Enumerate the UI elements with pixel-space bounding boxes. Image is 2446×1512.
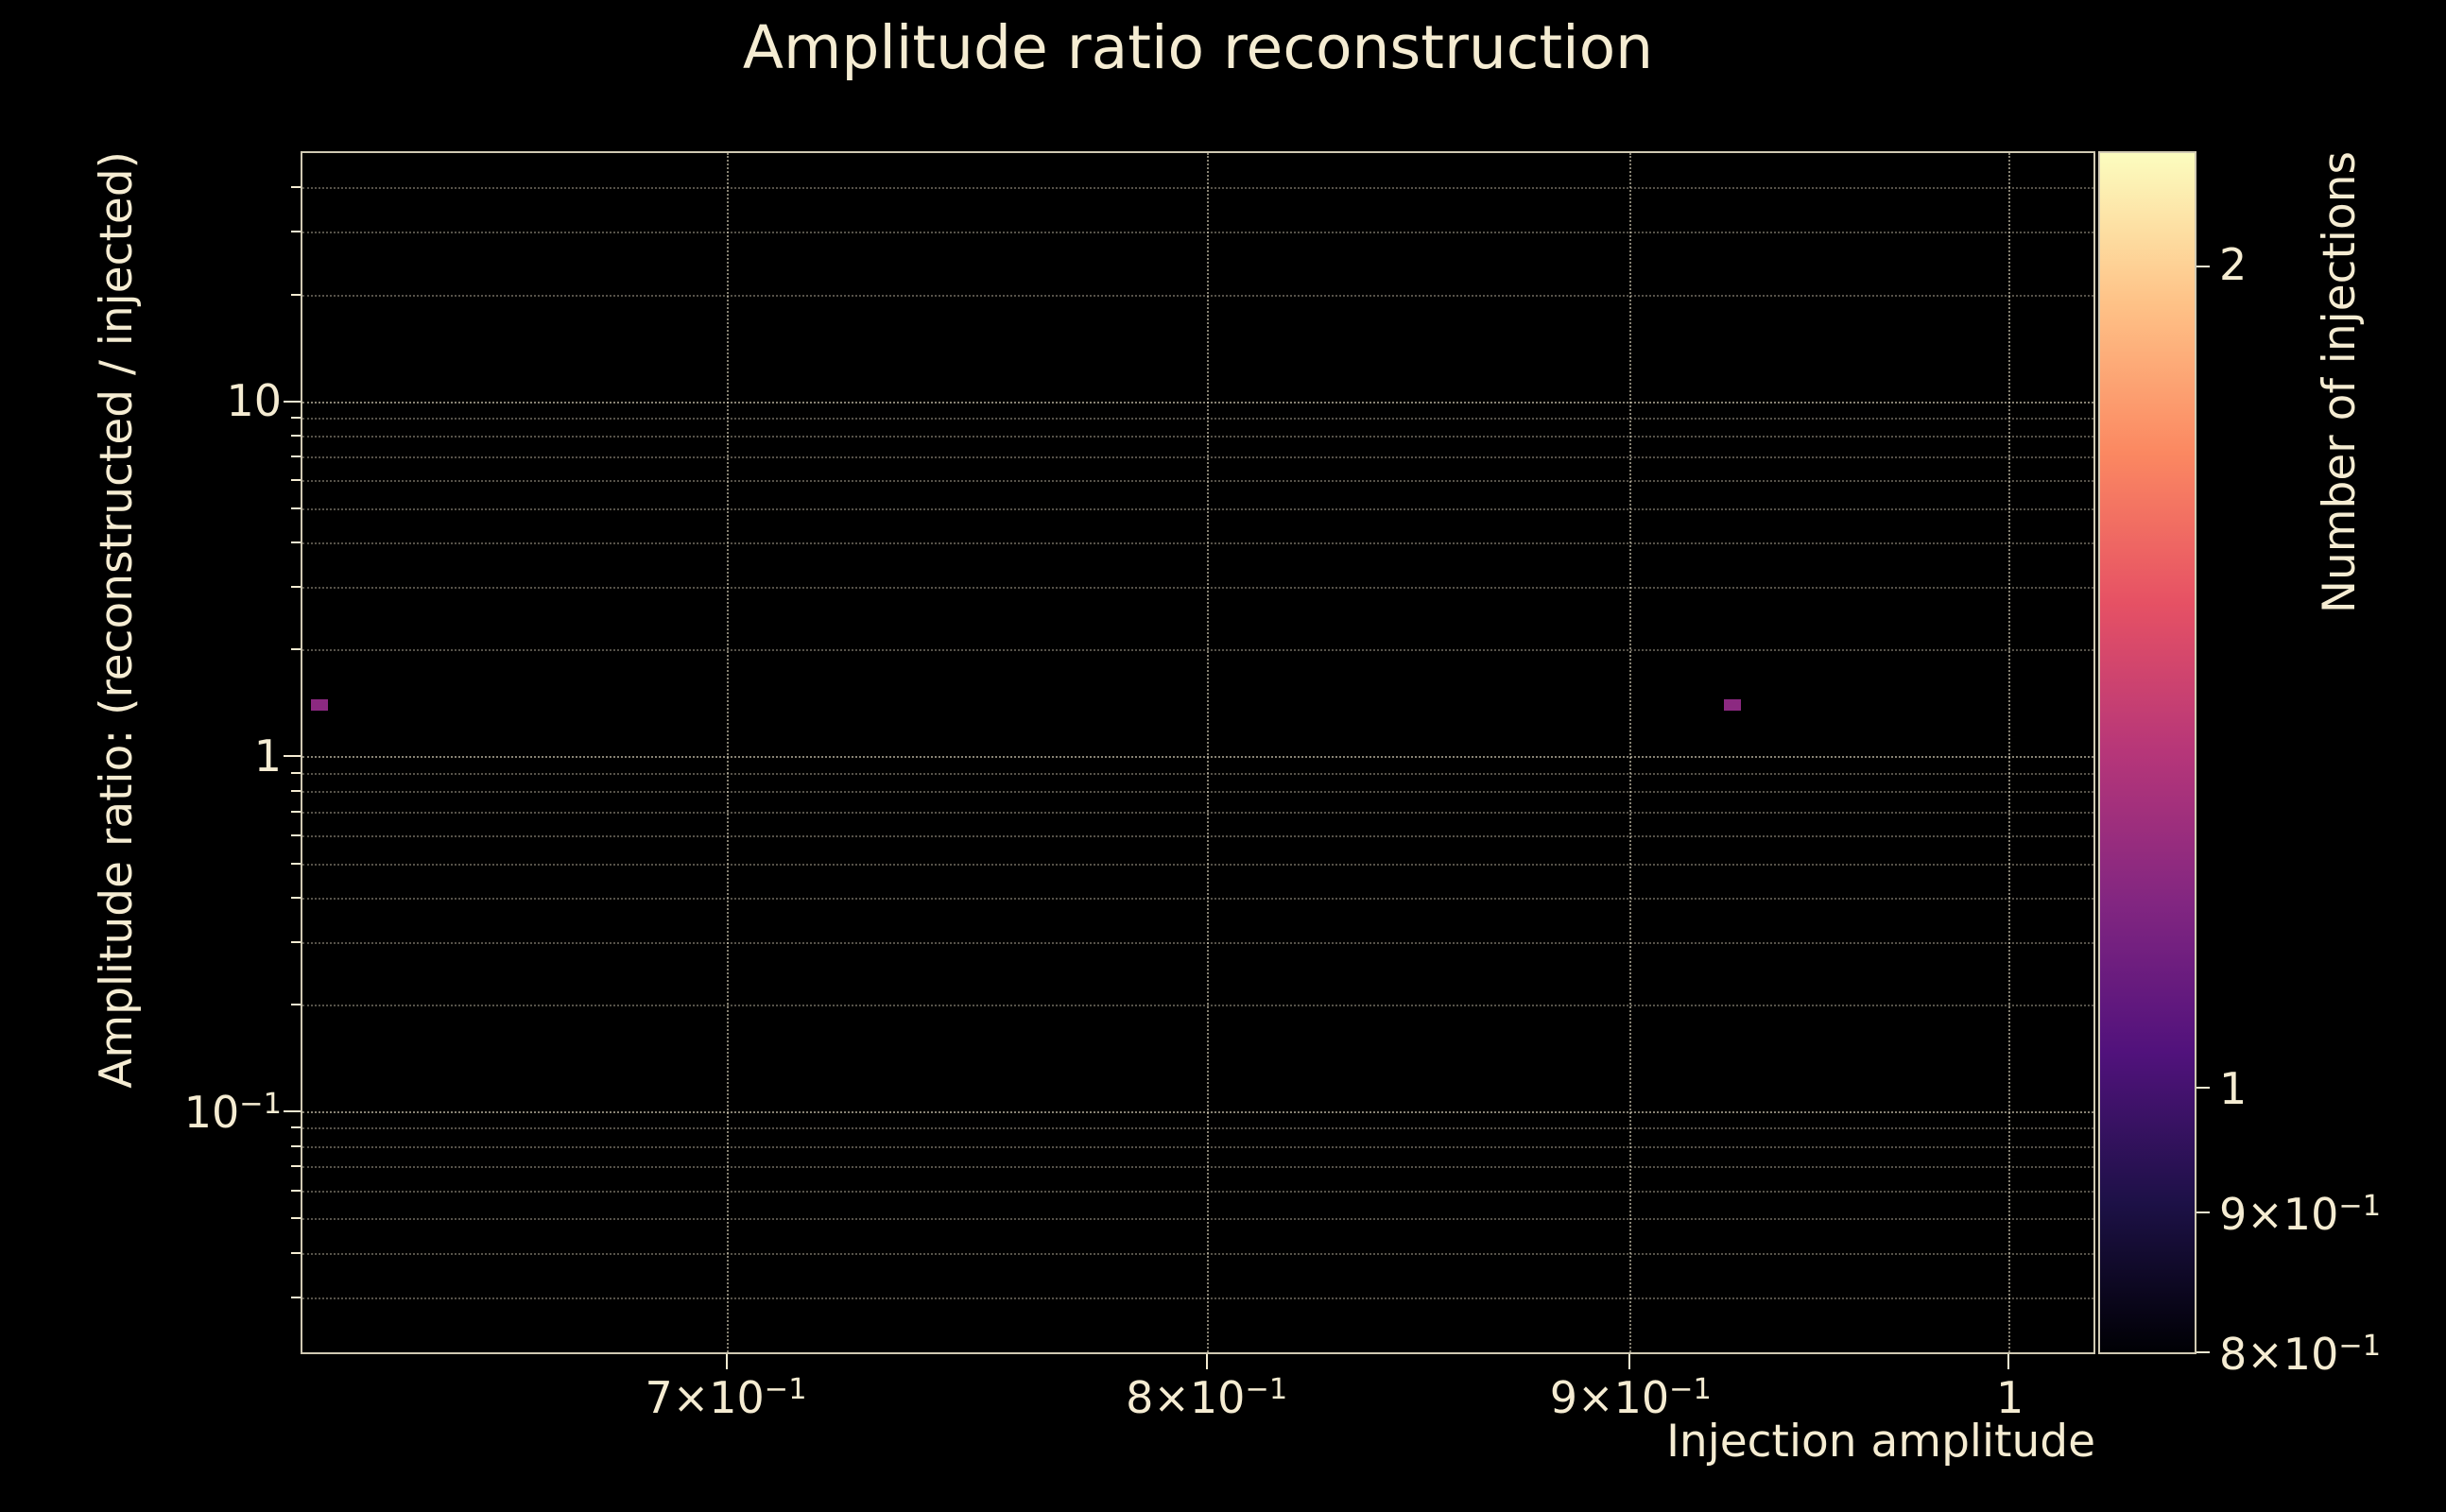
exponent: −1	[239, 1088, 282, 1122]
colorbar-tick-labels: 2 1 9×10−1 8×10−1	[2219, 151, 2441, 1380]
y-axis-tick	[284, 1110, 301, 1113]
exponent: −1	[764, 1372, 807, 1406]
y-axis-tick	[291, 1296, 301, 1298]
y-grid-line	[302, 1166, 2093, 1169]
y-grid-line	[302, 834, 2093, 837]
colorbar-tick-label: 1	[2219, 1063, 2248, 1115]
y-axis-tick	[291, 810, 301, 813]
y-axis-tick	[291, 771, 301, 774]
y-axis-tick-label: 10−1	[183, 1087, 282, 1139]
y-axis-tick	[291, 541, 301, 544]
colorbar	[2098, 151, 2210, 1354]
x-grid-line	[727, 153, 730, 1352]
y-grid-line	[302, 1005, 2093, 1007]
y-axis-tick	[284, 755, 301, 758]
y-grid-line	[302, 811, 2093, 814]
heatmap-cell	[311, 698, 329, 711]
y-grid-line	[302, 1297, 2093, 1299]
colorbar-label: Number of injections	[2314, 151, 2366, 614]
y-axis-tick	[291, 586, 301, 589]
y-axis-tick	[291, 293, 301, 296]
y-axis-tick	[291, 479, 301, 482]
y-axis-tick	[291, 897, 301, 900]
y-axis-tick-label: 10	[226, 374, 282, 426]
y-grid-line	[302, 863, 2093, 866]
y-axis-tick	[291, 789, 301, 792]
y-grid-line	[302, 1252, 2093, 1255]
x-grid-line	[1206, 153, 1209, 1352]
y-grid-line	[302, 232, 2093, 234]
y-axis-tick	[291, 648, 301, 651]
colorbar-tick	[2196, 1087, 2210, 1090]
x-axis-tick-label: 9×10−1	[1549, 1372, 1712, 1423]
y-axis-tick	[291, 940, 301, 943]
y-grid-line	[302, 294, 2093, 297]
x-axis-label: Injection amplitude	[1666, 1416, 2095, 1468]
y-grid-line	[302, 587, 2093, 590]
colorbar-tick-label: 8×10−1	[2219, 1329, 2382, 1380]
exponent: −1	[2338, 1189, 2382, 1223]
chart-title: Amplitude ratio reconstruction	[742, 13, 1654, 82]
y-grid-line	[302, 436, 2093, 438]
y-axis-tick	[291, 1217, 301, 1220]
y-grid-line	[302, 1127, 2093, 1130]
y-grid-line	[302, 790, 2093, 793]
y-grid-line	[302, 1218, 2093, 1221]
y-axis-tick	[291, 1144, 301, 1147]
y-grid-line	[302, 756, 2093, 759]
colorbar-tick	[2196, 1211, 2210, 1214]
exponent: −1	[1245, 1372, 1288, 1406]
x-grid-line	[1629, 153, 1632, 1352]
y-axis-tick	[291, 1165, 301, 1168]
y-axis-tick	[291, 507, 301, 509]
y-axis-tick	[291, 1251, 301, 1254]
plot-area	[284, 151, 2095, 1369]
y-axis-tick	[291, 231, 301, 233]
y-axis-tick-labels: 10 1 10−1	[0, 151, 282, 1354]
x-axis-tick	[1205, 1354, 1208, 1369]
x-axis-tick	[2007, 1354, 2009, 1369]
y-grid-line	[302, 187, 2093, 190]
colorbar-tick	[2196, 1351, 2210, 1353]
x-grid-line	[2007, 153, 2010, 1352]
y-axis-tick	[291, 416, 301, 419]
y-grid-line	[302, 455, 2093, 458]
y-axis-tick	[291, 862, 301, 865]
exponent: −1	[1669, 1372, 1712, 1406]
y-grid-line	[302, 1190, 2093, 1193]
y-grid-line	[302, 401, 2093, 404]
y-grid-line	[302, 898, 2093, 901]
y-grid-line	[302, 772, 2093, 775]
y-grid-line	[302, 1145, 2093, 1148]
x-axis-tick	[726, 1354, 729, 1369]
exponent: −1	[2338, 1329, 2382, 1363]
y-axis-tick	[291, 1126, 301, 1129]
y-grid-line	[302, 649, 2093, 652]
y-axis-tick	[291, 1189, 301, 1192]
y-axis-tick	[284, 400, 301, 403]
y-grid-line	[302, 507, 2093, 510]
colorbar-tick-label: 9×10−1	[2219, 1188, 2382, 1240]
y-axis-tick	[291, 833, 301, 836]
y-axis-tick	[291, 186, 301, 189]
y-grid-line	[302, 941, 2093, 944]
y-axis-tick	[291, 1004, 301, 1006]
colorbar-tick-label: 2	[2219, 238, 2248, 290]
y-grid-line	[302, 542, 2093, 545]
y-axis-tick	[291, 455, 301, 457]
x-axis-tick-label: 7×10−1	[645, 1372, 807, 1423]
colorbar-gradient	[2100, 153, 2195, 1352]
y-axis-tick-label: 1	[253, 730, 282, 782]
x-axis-tick-label: 8×10−1	[1126, 1372, 1288, 1423]
y-grid-line	[302, 480, 2093, 483]
heatmap-cell	[1723, 698, 1741, 711]
x-axis-tick	[1628, 1354, 1631, 1369]
x-axis-tick-label: 1	[1996, 1372, 2024, 1423]
y-grid-line	[302, 1111, 2093, 1114]
y-grid-line	[302, 417, 2093, 420]
colorbar-tick	[2196, 265, 2210, 267]
x-axis-tick-labels: 7×10−1 8×10−1 9×10−1 1	[301, 1372, 2095, 1438]
y-axis-tick	[291, 435, 301, 438]
